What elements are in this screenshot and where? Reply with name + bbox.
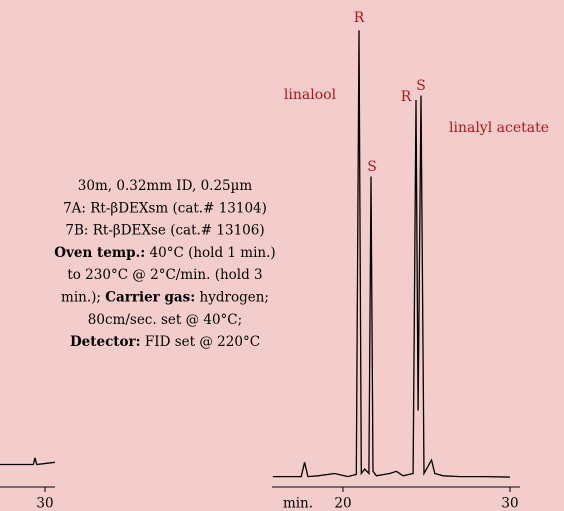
method-note: Oven temp.: 40°C (hold 1 min.): [54, 244, 275, 260]
note-text: 7A: Rt-βDEXsm (cat.# 13104): [63, 200, 267, 216]
note-text: hydrogen;: [195, 289, 269, 305]
note-bold: Detector:: [70, 334, 141, 350]
method-note: 80cm/sec. set @ 40°C;: [88, 311, 242, 327]
peak-label: linalool: [284, 87, 337, 103]
note-bold: Oven temp.:: [54, 244, 145, 260]
method-note: 7A: Rt-βDEXsm (cat.# 13104): [63, 200, 267, 216]
method-note: to 230°C @ 2°C/min. (hold 3: [67, 267, 262, 283]
note-text: min.);: [61, 289, 105, 305]
note-text: FID set @ 220°C: [141, 334, 260, 350]
trace: [272, 30, 511, 478]
peak-label: S: [367, 159, 377, 175]
note-bold: Carrier gas:: [105, 289, 195, 305]
note-text: 7B: Rt-βDEXse (cat.# 13106): [65, 222, 264, 238]
note-text: 30m, 0.32mm ID, 0.25µm: [78, 178, 253, 194]
note-text: 40°C (hold 1 min.): [145, 244, 275, 260]
method-note: min.); Carrier gas: hydrogen;: [61, 289, 269, 305]
peak-label: R: [401, 89, 412, 105]
method-note: Detector: FID set @ 220°C: [70, 334, 260, 350]
note-text: 80cm/sec. set @ 40°C;: [88, 311, 242, 327]
note-text: to 230°C @ 2°C/min. (hold 3: [67, 267, 262, 283]
peak-label: S: [416, 78, 426, 94]
method-note: 7B: Rt-βDEXse (cat.# 13106): [65, 222, 264, 238]
peak-label: linalyl acetate: [449, 120, 549, 136]
x-tick-label: 30: [36, 496, 53, 511]
method-note: 30m, 0.32mm ID, 0.25µm: [78, 178, 253, 194]
x-tick-label: 30: [501, 496, 518, 511]
x-axis-label: min.: [283, 496, 313, 511]
peak-label: R: [354, 10, 365, 26]
x-tick-label: 20: [334, 496, 351, 511]
trace: [0, 457, 56, 466]
